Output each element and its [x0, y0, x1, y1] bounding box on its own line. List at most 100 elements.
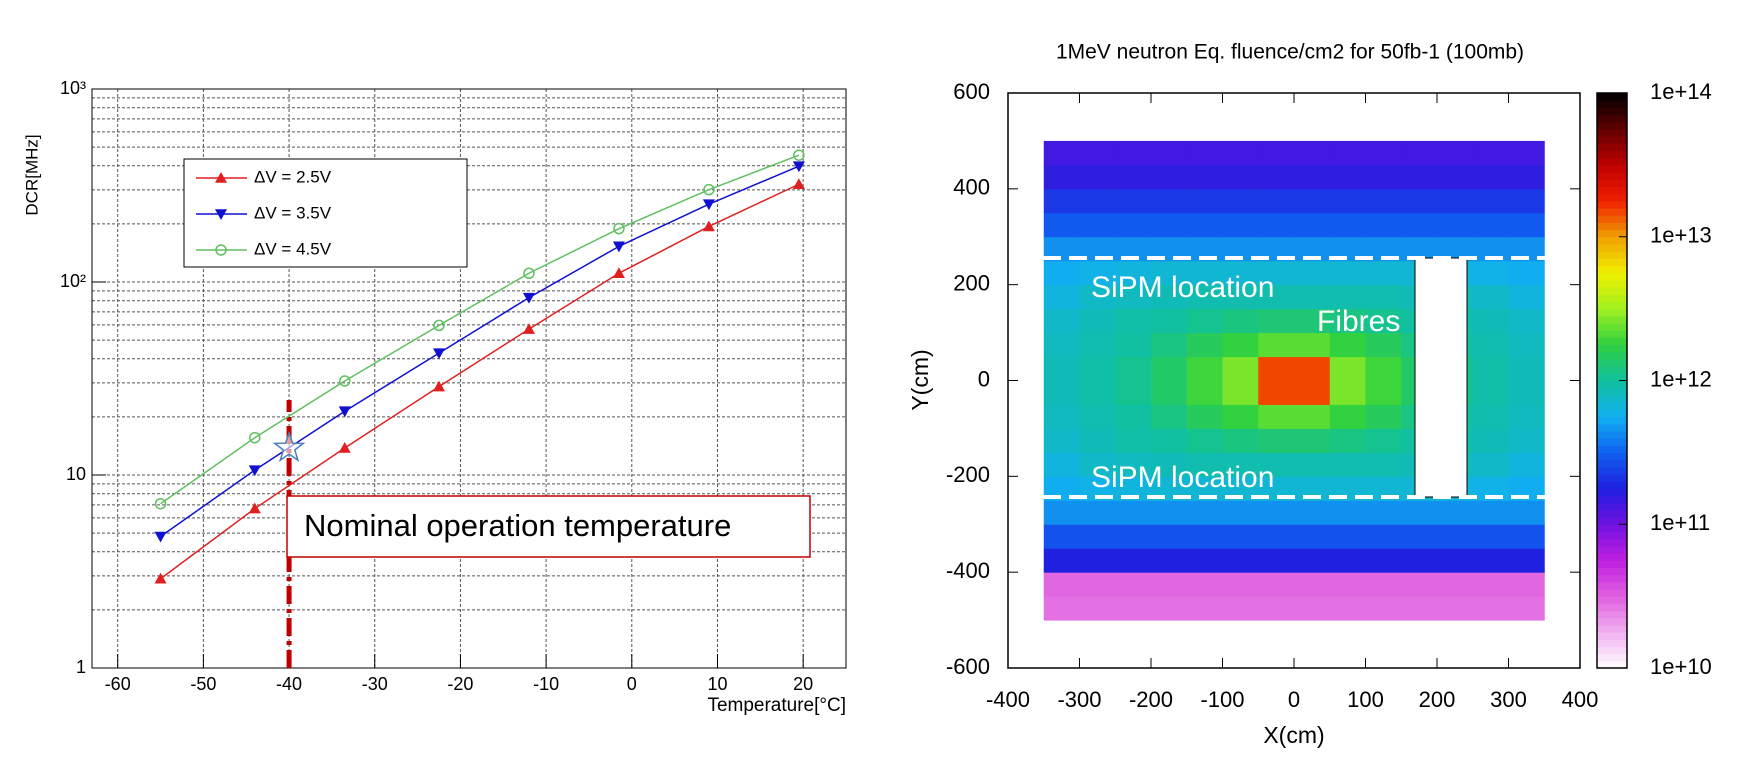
colorbar-cell [1597, 114, 1627, 123]
heat-cell [1365, 500, 1402, 525]
heat-cell [1329, 164, 1366, 190]
heat-cell [1258, 428, 1295, 453]
heat-cell [1294, 572, 1331, 597]
heat-cell [1508, 548, 1545, 573]
heat-cell [1472, 428, 1509, 453]
colorbar-cell [1597, 452, 1627, 461]
colorbar-cell [1597, 409, 1627, 418]
colorbar-cell [1597, 459, 1627, 468]
colorbar-cell [1597, 560, 1627, 568]
y-tick-label: -600 [946, 654, 990, 679]
series-line [160, 165, 800, 538]
series-line [160, 154, 800, 505]
colorbar-cell [1597, 243, 1627, 252]
heat-cell [1186, 404, 1223, 429]
heat-cell [1115, 452, 1152, 477]
heat-cell [1437, 188, 1474, 214]
heat-cell [1043, 596, 1080, 621]
heat-cell [1151, 596, 1188, 621]
heat-cell [1079, 308, 1116, 334]
heat-cell [1079, 428, 1116, 453]
heat-cell [1222, 452, 1259, 477]
x-tick-label: -300 [1057, 687, 1101, 712]
annotation-text: SiPM location [1091, 461, 1274, 494]
heat-cell [1043, 548, 1080, 573]
colorbar-cell [1597, 143, 1627, 152]
y-tick-label: 0 [978, 366, 990, 391]
heat-cell [1294, 404, 1331, 429]
colorbar-tick-label: 1e+14 [1650, 79, 1712, 104]
heat-cell [1472, 332, 1509, 358]
y-tick-label: 1 [76, 657, 86, 677]
chart-title: 1MeV neutron Eq. fluence/cm2 for 50fb-1 … [1056, 41, 1524, 64]
y-tick-label: 10² [60, 271, 86, 291]
heat-cell [1258, 140, 1295, 166]
heat-cell [1079, 356, 1116, 381]
colorbar-cell [1597, 445, 1627, 453]
heat-cell [1115, 572, 1152, 597]
heat-cell [1043, 356, 1080, 381]
heat-cell [1043, 284, 1080, 310]
heat-cell [1222, 284, 1259, 310]
heat-cell [1258, 404, 1295, 429]
heat-cell [1329, 596, 1366, 621]
heat-cell [1401, 572, 1438, 597]
marker [339, 375, 351, 387]
heat-cell [1437, 548, 1474, 573]
colorbar-cell [1597, 430, 1627, 439]
colorbar-cell [1597, 164, 1627, 173]
colorbar-cell [1597, 416, 1627, 425]
heat-cell [1508, 332, 1545, 358]
heat-cell [1472, 188, 1509, 214]
heat-cell [1508, 524, 1545, 549]
heat-cell [1043, 212, 1080, 238]
series-line [160, 183, 800, 580]
heat-cell [1043, 188, 1080, 214]
heat-cell [1222, 524, 1259, 549]
heat-cell [1329, 404, 1366, 429]
heat-cell [1437, 500, 1474, 525]
heat-cell [1508, 188, 1545, 214]
heat-cell [1079, 164, 1116, 190]
colorbar-cell [1597, 301, 1627, 310]
heat-cell [1186, 596, 1223, 621]
heat-cell [1472, 524, 1509, 549]
heat-cell [1365, 140, 1402, 166]
colorbar-cell [1597, 545, 1627, 554]
marker [248, 502, 261, 514]
annotation-text: Fibres [1317, 305, 1400, 338]
colorbar-cell [1597, 222, 1627, 231]
heat-cell [1151, 380, 1188, 405]
x-tick-label: 400 [1562, 687, 1599, 712]
heat-cell [1437, 212, 1474, 238]
heat-cell [1508, 356, 1545, 381]
heat-cell [1508, 404, 1545, 429]
heat-cell [1222, 140, 1259, 166]
colorbar-cell [1597, 617, 1627, 626]
colorbar-cell [1597, 337, 1627, 346]
legend-label: ΔV = 2.5V [254, 167, 332, 186]
colorbar-cell [1597, 588, 1627, 597]
heat-cell [1294, 332, 1331, 358]
heat-cell [1222, 260, 1259, 286]
heat-cell [1186, 524, 1223, 549]
heat-cell [1115, 428, 1152, 453]
heat-cell [1079, 452, 1116, 477]
x-axis-label: X(cm) [1263, 722, 1324, 748]
colorbar-cell [1597, 150, 1627, 159]
heat-cell [1472, 140, 1509, 166]
colorbar-cell [1597, 93, 1627, 101]
heat-cell [1294, 356, 1331, 381]
heat-cell [1151, 500, 1188, 525]
marker [522, 323, 535, 334]
heat-cell [1258, 284, 1295, 310]
y-tick-label: -200 [946, 462, 990, 487]
marker [613, 222, 625, 235]
heat-cell [1294, 596, 1331, 621]
colorbar-cell [1597, 251, 1627, 259]
heat-cell [1115, 260, 1152, 286]
heat-cell [1258, 380, 1295, 405]
colorbar-cell [1597, 208, 1627, 216]
colorbar-cell [1597, 294, 1627, 303]
